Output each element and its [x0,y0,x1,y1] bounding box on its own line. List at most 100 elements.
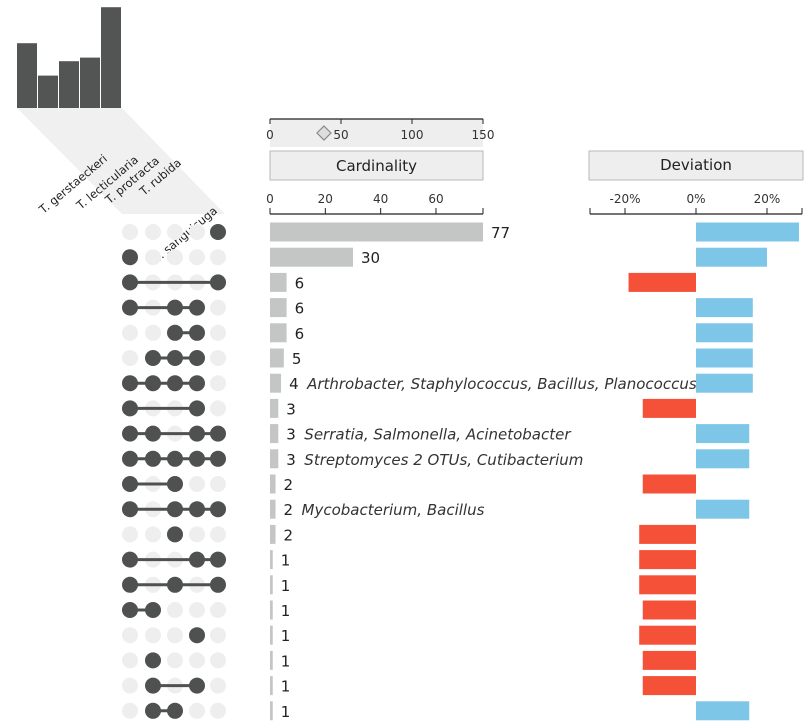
matrix-dot-filled [122,274,138,291]
cardinality-bar [270,298,287,318]
matrix-dot-filled [210,274,226,291]
intersection-row[interactable]: 6 [122,272,696,293]
matrix-dot-empty [122,652,138,669]
deviation-tick-label: 20% [754,192,781,206]
cardinality-value: 5 [292,350,302,368]
matrix-dot-empty [210,677,226,694]
cardinality-bar [270,449,279,469]
matrix-dot-empty [145,324,161,341]
deviation-bar [696,424,750,444]
matrix-dot-filled [210,224,226,240]
deviation-bar [639,550,696,570]
cardinality-slider[interactable]: 0 50 100 150 [266,118,495,147]
deviation-bar [639,524,696,544]
intersection-row[interactable]: 1 [122,650,696,671]
deviation-bar [696,348,753,368]
intersection-row[interactable]: 3 Streptomyces 2 OTUs, Cutibacterium [122,449,750,469]
set-label-band [17,108,225,214]
cardinality-value: 2 [284,526,294,544]
cardinality-bar [270,575,273,595]
matrix-dot-empty [210,652,226,669]
deviation-tick-label: 0% [686,192,705,206]
cardinality-bar [270,600,273,620]
intersection-row[interactable]: 6 [122,298,753,318]
matrix-dot-filled [167,299,183,316]
deviation-tick-label: -20% [609,192,640,206]
matrix-dot-empty [189,526,205,543]
set-size-bar [17,43,37,109]
matrix-dot-filled [167,576,183,593]
matrix-dot-empty [167,602,183,618]
intersection-row[interactable]: 3 Serratia, Salmonella, Acinetobacter [122,424,750,444]
deviation-bar [696,247,767,267]
cardinality-bar [270,398,279,418]
matrix-dot-filled [189,450,205,467]
matrix-dot-filled [189,627,205,644]
cardinality-value: 77 [491,224,510,242]
matrix-dot-empty [167,224,183,240]
genus-annotation: Serratia, Salmonella, Acinetobacter [304,426,571,444]
cardinality-value: 1 [281,577,291,595]
intersection-row[interactable]: 1 [122,625,696,646]
cardinality-value: 1 [281,703,291,721]
matrix-dot-filled [210,425,226,442]
matrix-dot-filled [122,476,138,492]
slider-track[interactable] [270,119,483,147]
matrix-dot-empty [145,224,161,240]
matrix-dot-filled [167,526,183,543]
cardinality-bar [270,550,273,570]
cardinality-bar [270,676,273,696]
matrix-dot-empty [189,652,205,669]
matrix-dot-filled [210,551,226,568]
intersection-row[interactable]: 3 [122,398,696,419]
matrix-dot-empty [145,526,161,543]
matrix-dot-empty [167,249,183,266]
matrix-dot-filled [189,501,205,518]
intersection-row[interactable]: 1 [122,575,696,595]
intersection-rows: 77 30 6 6 6 5 4 Arthrobacter, Staphylococcus, B… [122,222,799,721]
matrix-dot-filled [210,450,226,467]
slider-tick-label: 0 [266,128,274,142]
slider-handle[interactable] [316,125,332,141]
intersection-row[interactable]: 1 [122,600,696,621]
matrix-dot-empty [122,702,138,719]
matrix-dot-empty [122,324,138,341]
intersection-row[interactable]: 6 [122,323,753,343]
slider-tick-label: 50 [333,128,348,142]
matrix-dot-empty [210,526,226,543]
genus-annotation: Mycobacterium, Bacillus [302,501,485,519]
cardinality-value: 4 [289,375,299,393]
slider-tick-label: 150 [472,128,495,142]
genus-annotation: Streptomyces 2 OTUs, Cutibacterium [304,451,583,469]
intersection-row[interactable]: 1 [122,701,750,721]
intersection-row[interactable]: 2 [122,524,696,545]
matrix-dot-filled [167,702,183,719]
intersection-row[interactable]: 2 Mycobacterium, Bacillus [122,499,750,520]
matrix-dot-empty [167,627,183,644]
matrix-dot-filled [167,350,183,366]
cardinality-value: 6 [295,274,305,292]
matrix-dot-empty [122,677,138,694]
intersection-row[interactable]: 4 Arthrobacter, Staphylococcus, Bacillus,… [122,373,753,394]
intersection-row[interactable]: 5 [122,348,753,369]
intersection-row[interactable]: 1 [122,676,696,696]
slider-tick-label: 100 [401,128,424,142]
matrix-dot-filled [145,450,161,467]
deviation-bar [696,373,753,393]
intersection-row[interactable]: 77 [122,222,799,243]
matrix-dot-empty [210,602,226,618]
deviation-bar [642,676,696,696]
matrix-dot-filled [145,677,161,694]
matrix-dot-empty [210,702,226,719]
cardinality-value: 1 [281,602,291,620]
matrix-dot-filled [145,425,161,442]
cardinality-header-box [269,150,484,181]
cardinality-value: 3 [286,400,296,418]
intersection-row[interactable]: 1 [122,550,696,570]
intersection-row[interactable]: 30 [122,247,767,268]
intersection-row[interactable]: 2 [122,474,696,495]
cardinality-bar [270,524,276,544]
matrix-dot-empty [210,375,226,392]
deviation-bar [639,625,696,645]
